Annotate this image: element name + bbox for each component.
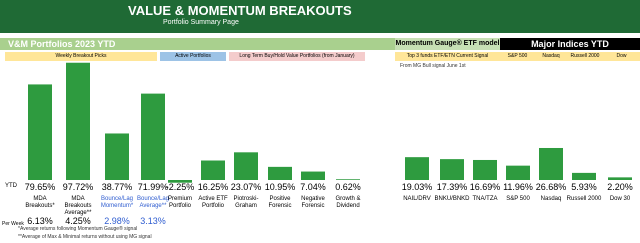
bar — [572, 172, 596, 180]
section-label: Active Portfolios — [160, 52, 226, 61]
per-week-value: 2.98% — [104, 216, 130, 226]
category-label: S&P 500 — [506, 196, 530, 202]
category-label: Bounce/Lag Average** — [136, 196, 170, 209]
category-label: MDA Breakouts* — [25, 196, 55, 209]
value-label: 19.03% — [401, 182, 433, 192]
category-label: Active ETF Portfolio — [198, 196, 228, 209]
bar — [66, 62, 90, 180]
value-label: 16.25% — [197, 182, 229, 192]
per-week-value: 3.13% — [140, 216, 166, 226]
row-label: YTD — [5, 183, 17, 189]
section-label: Russell 2000 — [567, 52, 603, 61]
header-band — [0, 0, 640, 33]
value-label: 97.72% — [62, 182, 94, 192]
value-label: 17.39% — [436, 182, 468, 192]
bar — [105, 133, 129, 180]
bar — [168, 180, 192, 183]
value-label: 10.95% — [264, 182, 296, 192]
category-label: Premium Portfolio — [167, 196, 192, 209]
bar — [608, 177, 632, 180]
section-label: Long Term Buy/Hold Value Portfolios (fro… — [229, 52, 365, 61]
category-label: Nasdaq — [540, 196, 562, 202]
value-label: 0.62% — [335, 182, 361, 192]
bar — [405, 157, 429, 180]
value-label: 7.04% — [300, 182, 326, 192]
category-label: Dow 30 — [609, 196, 631, 202]
footnote: **Average of Max & Minimal returns witho… — [18, 234, 152, 240]
band: Major Indices YTD — [500, 38, 640, 50]
value-label: 23.07% — [230, 182, 262, 192]
section-label: S&P 500 — [500, 52, 535, 61]
bar — [141, 93, 165, 180]
footnote: *Average returns following Momentum Gaug… — [18, 226, 138, 232]
category-label: BNKU/BNKD — [434, 196, 470, 202]
category-label: TNA/TZA — [472, 196, 498, 202]
value-label: 5.93% — [571, 182, 597, 192]
category-label: Negative Forensic — [301, 196, 325, 209]
category-label: Positive Forensic — [268, 196, 292, 209]
category-label: MDA Breakouts Average** — [64, 196, 92, 216]
category-label: Russell 2000 — [566, 196, 602, 202]
bar — [336, 179, 360, 180]
value-label: 79.65% — [24, 182, 56, 192]
category-label: Bounce/Lag Momentum* — [100, 196, 134, 209]
value-label: 38.77% — [101, 182, 133, 192]
section-label: Weekly Breakout Picks — [5, 52, 157, 61]
bar — [234, 152, 258, 180]
section-label: Nasdaq — [535, 52, 567, 61]
per-week-value: 4.25% — [65, 216, 91, 226]
section-label: Top 3 funds ETF/ETN Current Signal — [395, 52, 500, 61]
category-label: Piotroski-Graham — [233, 196, 259, 209]
bar — [201, 160, 225, 180]
bar — [28, 84, 52, 180]
band: Momentum Gauge® ETF model — [395, 38, 500, 50]
category-label: Growth & Dividend — [335, 196, 361, 209]
bar — [473, 159, 497, 180]
note: From MG Bull signal June 1st — [400, 63, 466, 69]
value-label: 26.68% — [535, 182, 567, 192]
bar — [268, 166, 292, 180]
row-label: Per Week — [2, 221, 24, 227]
value-label: 71.99% — [137, 182, 169, 192]
bar — [539, 147, 563, 180]
bar — [440, 159, 464, 180]
section-label: Dow — [603, 52, 640, 61]
value-label: 11.96% — [503, 182, 533, 192]
value-label: 16.69% — [469, 182, 501, 192]
title: VALUE & MOMENTUM BREAKOUTS — [128, 3, 352, 18]
value-label: 2.20% — [607, 182, 633, 192]
value-label: -2.25% — [165, 182, 195, 192]
per-week-value: 6.13% — [27, 216, 53, 226]
band: V&M Portfolios 2023 YTD — [0, 38, 395, 50]
category-label: NAIL/DRV — [403, 196, 431, 202]
bar — [506, 165, 530, 180]
bar — [301, 171, 325, 180]
subtitle: Portfolio Summary Page — [163, 19, 239, 26]
